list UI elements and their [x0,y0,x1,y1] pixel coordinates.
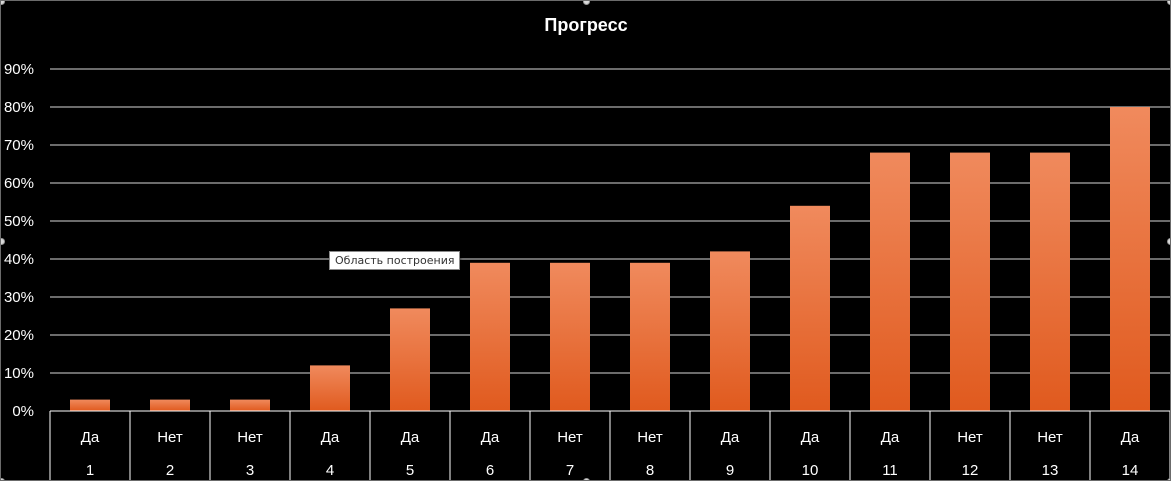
y-tick-label: 40% [4,251,34,268]
category-label-answer: Да [321,429,340,446]
category-label-answer: Нет [957,429,983,446]
category-label-answer: Да [81,429,100,446]
resize-handle-top-left[interactable] [1,1,5,5]
bar[interactable] [70,399,110,411]
resize-handle-middle-left[interactable] [1,238,5,245]
category-axis-table: Да 1 Нет 2 Нет 3 Да 4 Да 5 Да 6 Нет 7 Нет 8 Да 9 Да 10 Да 11 Н… [49,410,1170,480]
category-label-answer: Да [481,429,500,446]
category-label-answer: Да [401,429,420,446]
category-label-answer: Да [801,429,820,446]
resize-handle-bottom-left[interactable] [1,478,5,480]
category-label-number: 3 [246,462,254,479]
category-label-number: 6 [486,462,494,479]
y-tick-label: 30% [4,289,34,306]
gridlines [50,68,1170,374]
bar[interactable] [1030,152,1070,411]
category-label-answer: Нет [557,429,583,446]
resize-handle-top-center[interactable] [583,1,590,5]
category-label-number: 1 [86,462,94,479]
bar[interactable] [390,308,430,411]
category-label-number: 14 [1122,462,1139,479]
bar[interactable] [230,399,270,411]
plot-area-tooltip: Область построения [329,251,461,270]
category-label-number: 12 [962,462,979,479]
bar[interactable] [710,251,750,411]
category-label-number: 9 [726,462,734,479]
category-label-answer: Да [881,429,900,446]
y-tick-label: 80% [4,99,34,116]
bar[interactable] [150,399,190,411]
category-label-answer: Да [721,429,740,446]
bar[interactable] [1110,107,1150,411]
y-axis-tick-labels: 0% 10% 20% 30% 40% 50% 60% 70% 80% 90% [4,61,34,420]
category-label-answer: Да [1121,429,1140,446]
category-label-answer: Нет [157,429,183,446]
resize-handle-bottom-center[interactable] [583,478,590,480]
category-label-answer: Нет [637,429,663,446]
category-label-number: 2 [166,462,174,479]
chart-title[interactable]: Прогресс [544,15,627,35]
bar[interactable] [790,205,830,411]
bar[interactable] [870,152,910,411]
category-label-number: 13 [1042,462,1059,479]
y-tick-label: 50% [4,213,34,230]
y-tick-label: 0% [12,403,34,420]
y-tick-label: 60% [4,175,34,192]
category-label-number: 8 [646,462,654,479]
bar[interactable] [310,365,350,411]
category-label-number: 4 [326,462,334,479]
resize-handle-top-right[interactable] [1167,1,1170,5]
y-tick-label: 70% [4,137,34,154]
category-label-answer: Нет [237,429,263,446]
resize-handle-middle-right[interactable] [1167,238,1170,245]
y-tick-label: 20% [4,327,34,344]
y-tick-label: 90% [4,61,34,78]
y-tick-label: 10% [4,365,34,382]
bar[interactable] [630,262,670,411]
bars[interactable] [70,107,1150,411]
category-label-number: 5 [406,462,414,479]
bar[interactable] [950,152,990,411]
category-label-number: 11 [882,462,898,479]
resize-handle-bottom-right[interactable] [1167,478,1170,480]
bar[interactable] [470,262,510,411]
category-label-number: 7 [566,462,574,479]
bar[interactable] [550,262,590,411]
category-label-answer: Нет [1037,429,1063,446]
category-label-number: 10 [802,462,819,479]
